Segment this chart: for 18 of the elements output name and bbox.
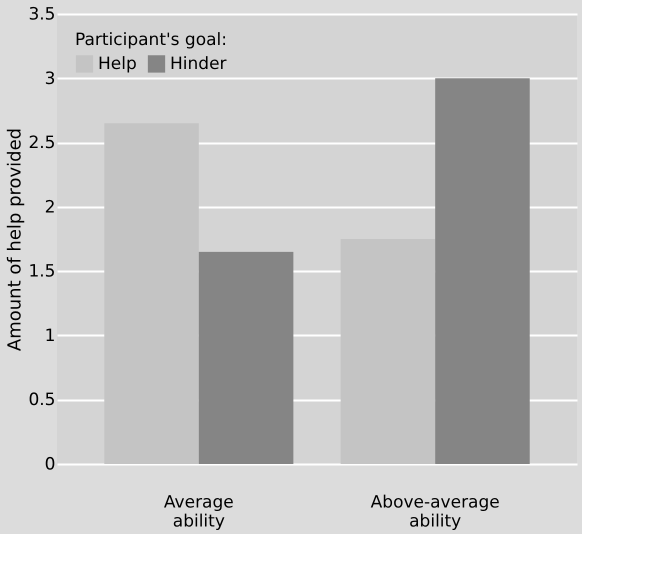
bar: [104, 123, 199, 464]
y-tick-label: 0.5: [28, 390, 56, 410]
y-axis-title: Amount of help provided: [4, 128, 26, 352]
x-tick-label: Average ability: [164, 492, 234, 532]
y-tick-label: 0: [44, 454, 56, 474]
y-tick-label: 2.5: [28, 133, 56, 154]
y-tick-label: 1: [44, 326, 56, 346]
y-tick-label: 2: [44, 197, 56, 218]
legend-label: Help: [98, 54, 137, 74]
bar: [198, 252, 294, 464]
y-tick-label: 3.5: [28, 4, 56, 24]
bar: [340, 239, 436, 464]
legend-title: Participant's goal:: [75, 30, 227, 50]
y-tick-label: 1.5: [28, 262, 56, 282]
x-tick-label: Above-average ability: [370, 492, 500, 532]
legend-label: Hinder: [170, 54, 227, 74]
bar: [435, 78, 530, 464]
y-tick-label: 3: [44, 68, 56, 89]
